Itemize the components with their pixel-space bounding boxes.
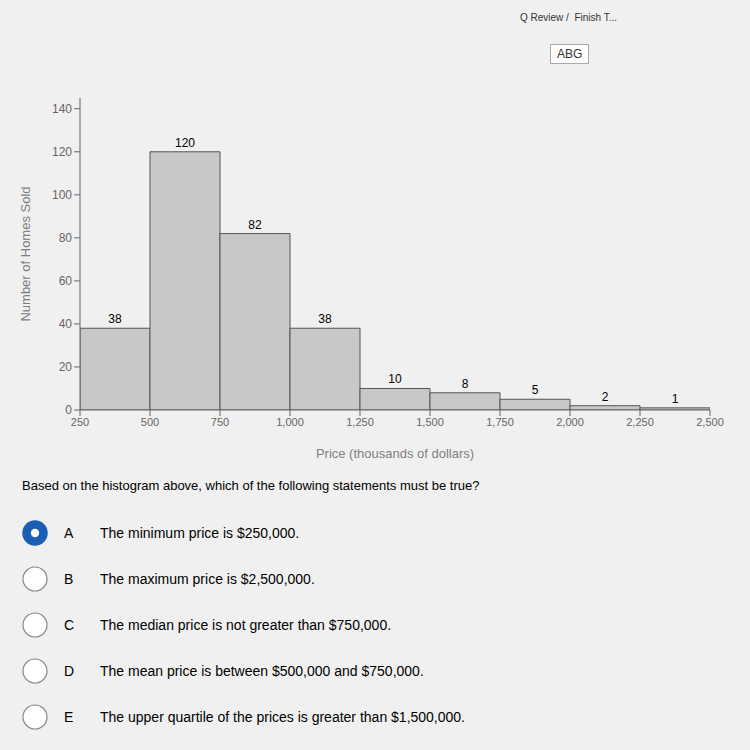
svg-text:Price (thousands of dollars): Price (thousands of dollars)	[316, 446, 474, 461]
svg-text:Number of Homes Sold: Number of Homes Sold	[18, 186, 33, 321]
html-text:The minimum price is $250,000.: The minimum price is $250,000.	[100, 525, 300, 541]
svg-text:1,250: 1,250	[346, 416, 374, 428]
html-text:Based on the histogram above,: Based on the histogram above, which of t…	[22, 478, 480, 493]
html-text:ABG: ABG	[557, 47, 583, 61]
svg-text:38: 38	[108, 312, 122, 326]
svg-text:2,250: 2,250	[626, 416, 654, 428]
svg-text:80: 80	[59, 231, 73, 245]
html-text:D: D	[64, 663, 75, 679]
svg-text:1,750: 1,750	[486, 416, 514, 428]
html-text:Q Review / Finish T...: Q Review / Finish T...	[520, 12, 618, 23]
html-text:The maximum price is $2,500,00: The maximum price is $2,500,000.	[100, 571, 315, 587]
svg-text:2,000: 2,000	[556, 416, 584, 428]
svg-text:5: 5	[532, 383, 539, 397]
html-text:C: C	[64, 617, 75, 633]
svg-text:10: 10	[388, 372, 402, 386]
svg-text:500: 500	[141, 416, 159, 428]
svg-text:1,500: 1,500	[416, 416, 444, 428]
html-text:A: A	[64, 525, 74, 541]
svg-text:2,500: 2,500	[696, 416, 724, 428]
svg-text:140: 140	[52, 102, 72, 116]
svg-text:750: 750	[211, 416, 229, 428]
svg-text:120: 120	[52, 145, 72, 159]
svg-text:20: 20	[59, 360, 73, 374]
svg-text:40: 40	[59, 317, 73, 331]
svg-text:38: 38	[318, 312, 332, 326]
svg-text:250: 250	[71, 416, 89, 428]
html-text:E: E	[64, 709, 74, 725]
svg-text:120: 120	[175, 136, 195, 150]
svg-text:100: 100	[52, 188, 72, 202]
html-text:B: B	[64, 571, 74, 587]
svg-text:8: 8	[462, 377, 469, 391]
svg-text:1,000: 1,000	[276, 416, 304, 428]
svg-text:2: 2	[602, 390, 609, 404]
html-text:The median price is not greate: The median price is not greater than $75…	[100, 617, 392, 633]
svg-text:0: 0	[65, 403, 72, 417]
svg-text:1: 1	[672, 392, 679, 406]
html-text:The upper quartile of the pric: The upper quartile of the prices is grea…	[100, 709, 465, 725]
svg-text:82: 82	[248, 218, 262, 232]
svg-text:60: 60	[59, 274, 73, 288]
html-text:The mean price is between $500: The mean price is between $500,000 and $…	[100, 663, 424, 679]
